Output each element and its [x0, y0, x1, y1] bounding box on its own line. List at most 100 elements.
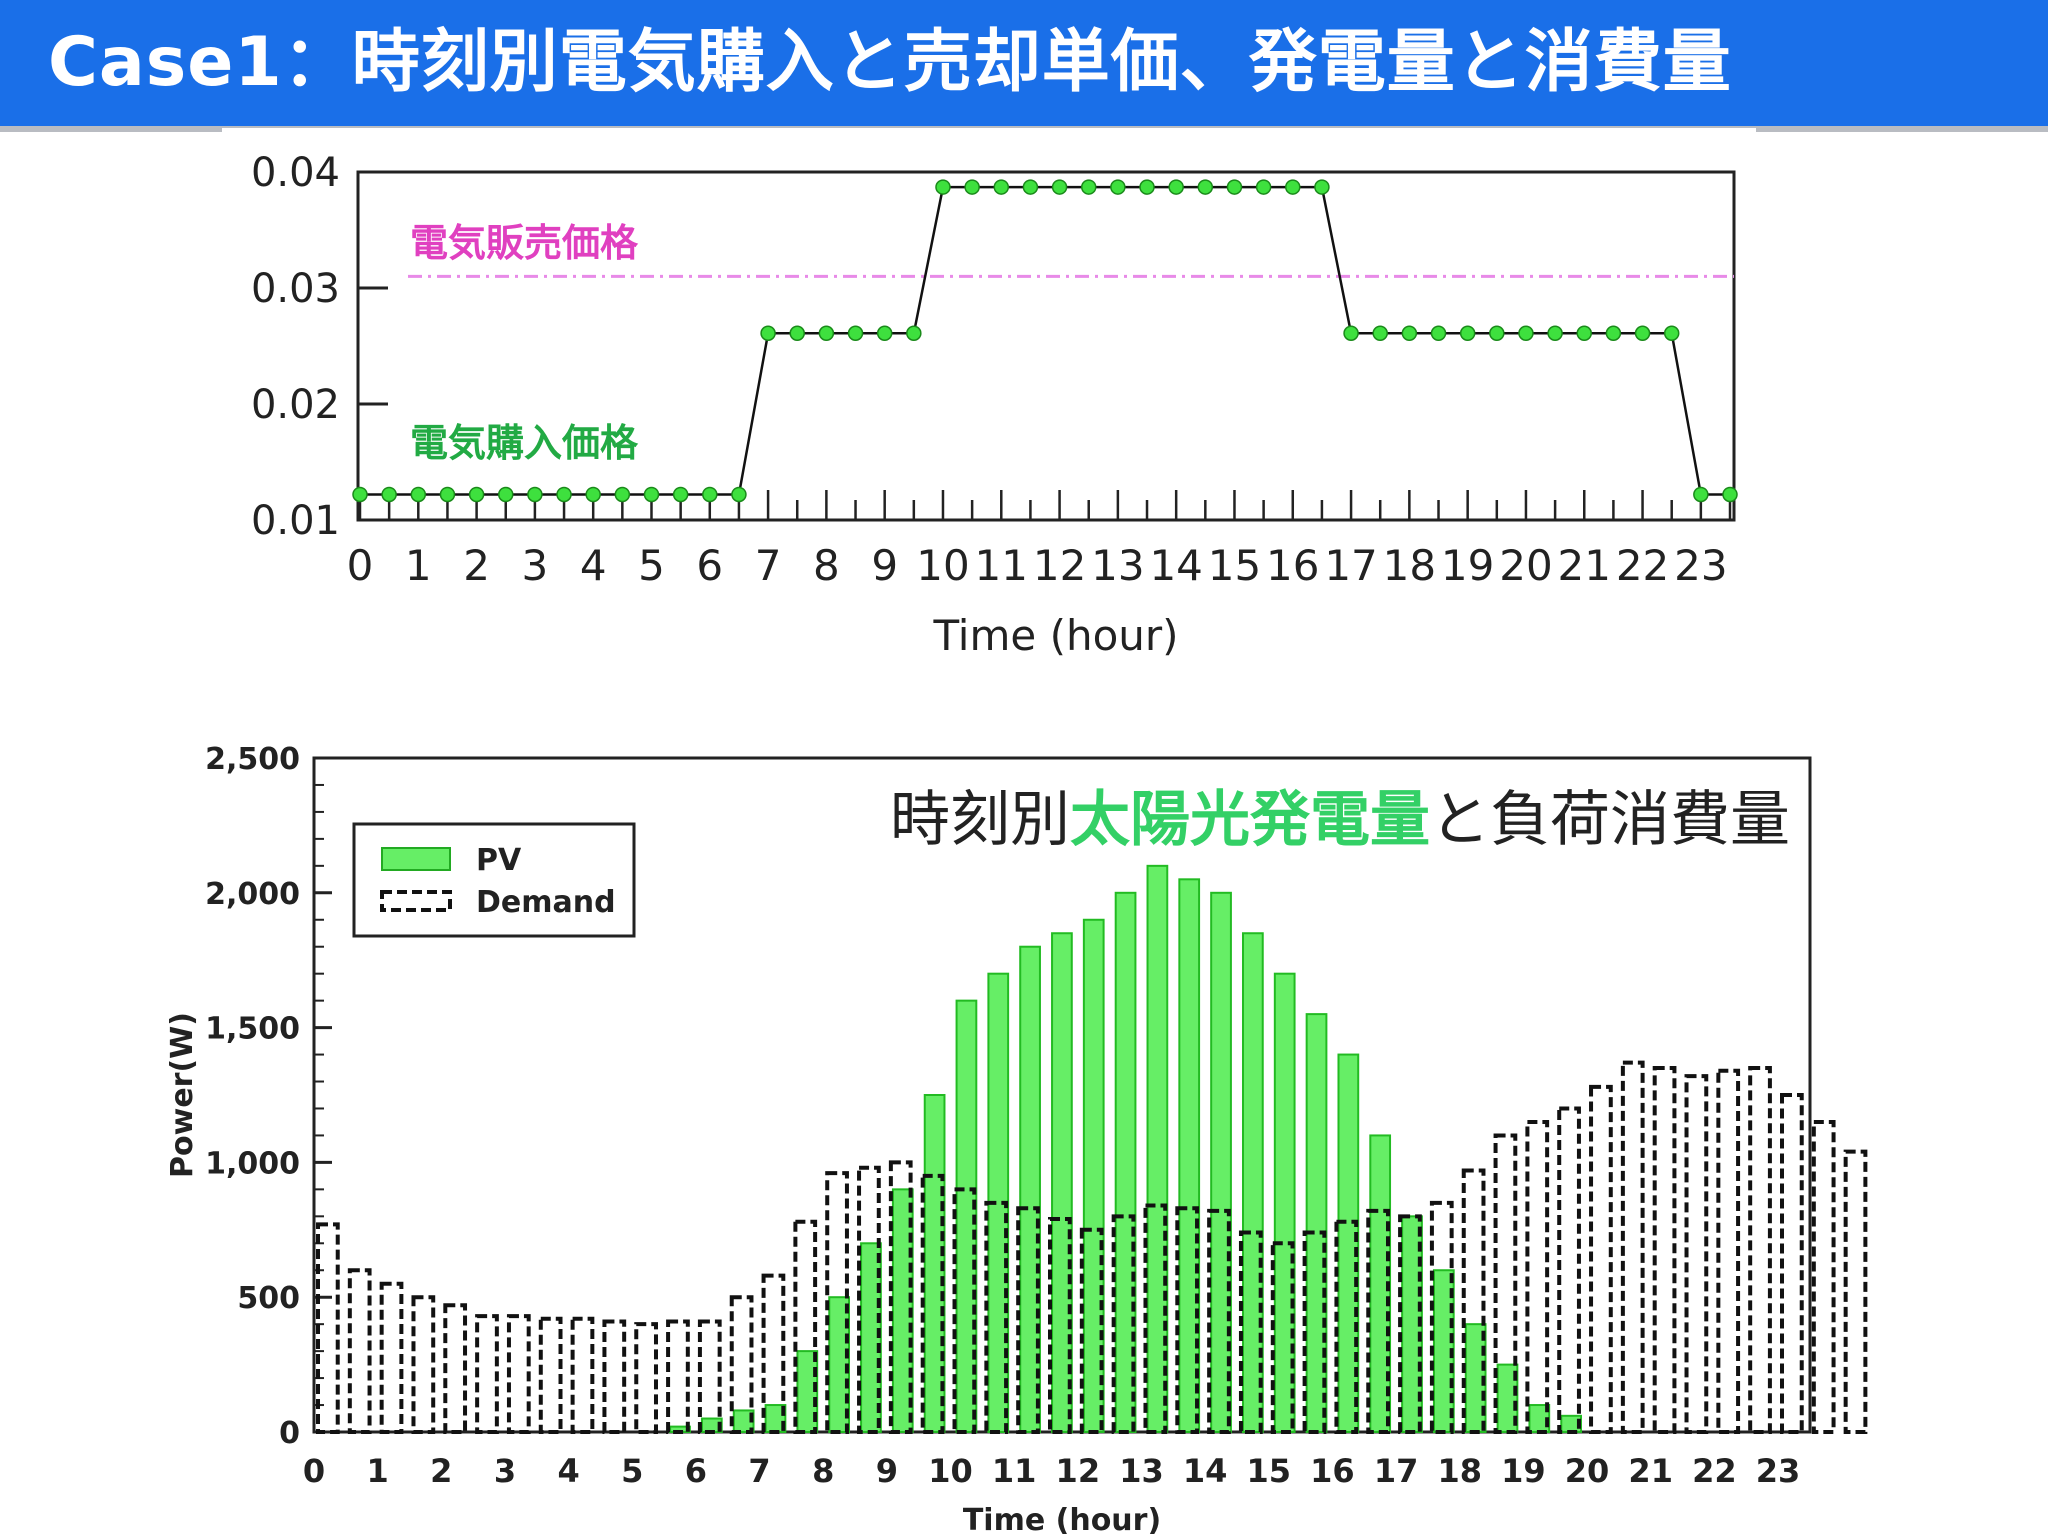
power-y-tick-label: 2,000: [205, 877, 300, 912]
buy-price-point: [1372, 325, 1388, 341]
power-x-tick-label: 9: [876, 1452, 898, 1490]
buy-price-point: [760, 325, 776, 341]
demand-bar: [793, 1219, 818, 1435]
power-x-tick-label: 17: [1374, 1452, 1419, 1490]
pv-bar: [669, 1425, 691, 1434]
buy-price-point: [410, 486, 427, 503]
buy-price-point: [1605, 325, 1622, 341]
power-x-tick-label: 6: [685, 1452, 707, 1490]
buy-price-point: [556, 486, 572, 503]
demand-bar: [1780, 1093, 1804, 1434]
power-x-tick-label: 10: [928, 1452, 973, 1490]
buy-price-point: [1693, 486, 1709, 503]
pv-bar: [1114, 891, 1137, 1433]
buy-price-point: [1634, 325, 1651, 341]
price-x-tick-label: 16: [1266, 541, 1319, 590]
power-x-tick-label: 12: [1056, 1452, 1101, 1490]
demand-bar: [634, 1322, 658, 1435]
price-x-tick-label: 13: [1091, 541, 1144, 590]
demand-bar: [984, 1200, 1009, 1434]
buy-price-point: [935, 179, 951, 195]
pv-bar: [1369, 1134, 1392, 1433]
power-x-tick-label: 11: [992, 1452, 1037, 1490]
buy-price-label: 電気購入価格: [410, 421, 639, 465]
price-x-tick-label: 3: [522, 541, 549, 590]
legend-label-pv: PV: [476, 843, 522, 878]
power-x-tick-label: 8: [812, 1452, 834, 1490]
pv-bar: [1401, 1215, 1423, 1433]
buy-price-point: [1285, 179, 1301, 195]
price-minor-ticks: [358, 490, 1732, 520]
power-x-tick-label: 13: [1119, 1452, 1164, 1490]
demand-bar: [1143, 1203, 1168, 1435]
price-x-tick-label: 6: [696, 541, 723, 590]
pv-bar: [1560, 1414, 1582, 1433]
price-x-tick-label: 20: [1499, 541, 1552, 590]
demand-bar: [1207, 1208, 1231, 1434]
buy-price-point: [643, 486, 660, 503]
buy-price-point: [1226, 179, 1243, 195]
pv-bar: [1146, 864, 1169, 1433]
price-x-tick-label: 4: [580, 541, 607, 590]
demand-bar: [1716, 1068, 1741, 1434]
demand-bar: [1175, 1206, 1200, 1435]
price-y-tick-label: 0.02: [251, 382, 340, 428]
demand-bar: [1048, 1217, 1072, 1434]
buy-price-point: [1489, 325, 1505, 341]
power-x-tick-label: 2: [430, 1452, 452, 1490]
pv-bar: [828, 1296, 850, 1433]
demand-bar: [1366, 1208, 1390, 1434]
pv-bar: [891, 1188, 914, 1433]
price-x-tick-label: 23: [1674, 541, 1727, 590]
title-bar: Case1：時刻別電気購入と売却単価、発電量と消費量: [0, 0, 2048, 126]
demand-bar: [316, 1222, 340, 1434]
buy-price-point: [1314, 179, 1330, 195]
demand-bar: [1079, 1227, 1104, 1435]
pv-bar: [923, 1094, 946, 1433]
buy-price-series: [352, 179, 1738, 503]
demand-bar: [1843, 1149, 1868, 1434]
demand-bar: [857, 1165, 881, 1434]
demand-bar: [1270, 1241, 1295, 1435]
pv-bar: [1051, 932, 1073, 1433]
price-x-axis-label: Time (hour): [932, 611, 1178, 660]
buy-price-point: [672, 486, 689, 503]
demand-bar: [1493, 1133, 1518, 1434]
price-y-tick-label: 0.03: [251, 266, 340, 312]
pv-bar: [987, 972, 1010, 1433]
demand-bar: [506, 1314, 531, 1435]
demand-bar: [538, 1316, 563, 1434]
price-x-tick-label: 0: [347, 541, 374, 590]
demand-bar: [475, 1314, 499, 1435]
buy-price-point: [1139, 179, 1155, 195]
demand-bar: [920, 1173, 945, 1434]
price-x-tick-label: 9: [871, 541, 898, 590]
demand-bar: [1398, 1214, 1422, 1434]
power-legend: PV Demand: [352, 822, 636, 938]
demand-bar: [1429, 1200, 1454, 1434]
buy-price-point: [702, 486, 718, 503]
buy-price-point: [1576, 325, 1593, 341]
power-x-tick-label: 19: [1501, 1452, 1546, 1490]
demand-bar: [1748, 1066, 1772, 1435]
power-y-tick-label: 2,500: [205, 742, 300, 777]
price-x-tick-label: 2: [463, 541, 490, 590]
power-x-tick-label: 4: [557, 1452, 579, 1490]
power-x-axis-label: Time (hour): [963, 1503, 1161, 1536]
price-x-tick-label: 19: [1441, 541, 1494, 590]
pv-bar: [955, 999, 978, 1433]
pv-bar: [1242, 932, 1264, 1433]
power-y-axis-label: Power(W): [165, 1012, 200, 1178]
legend-swatch-pv: [381, 847, 451, 871]
demand-bar: [347, 1268, 372, 1434]
buy-price-point: [614, 486, 631, 503]
demand-bar: [1238, 1230, 1263, 1434]
price-x-tick-label: 12: [1033, 541, 1086, 590]
pv-bar: [1178, 878, 1201, 1433]
buy-price-point: [1430, 325, 1447, 341]
buy-price-point: [497, 486, 514, 503]
pv-bar: [732, 1409, 755, 1434]
buy-price-point: [381, 486, 397, 503]
